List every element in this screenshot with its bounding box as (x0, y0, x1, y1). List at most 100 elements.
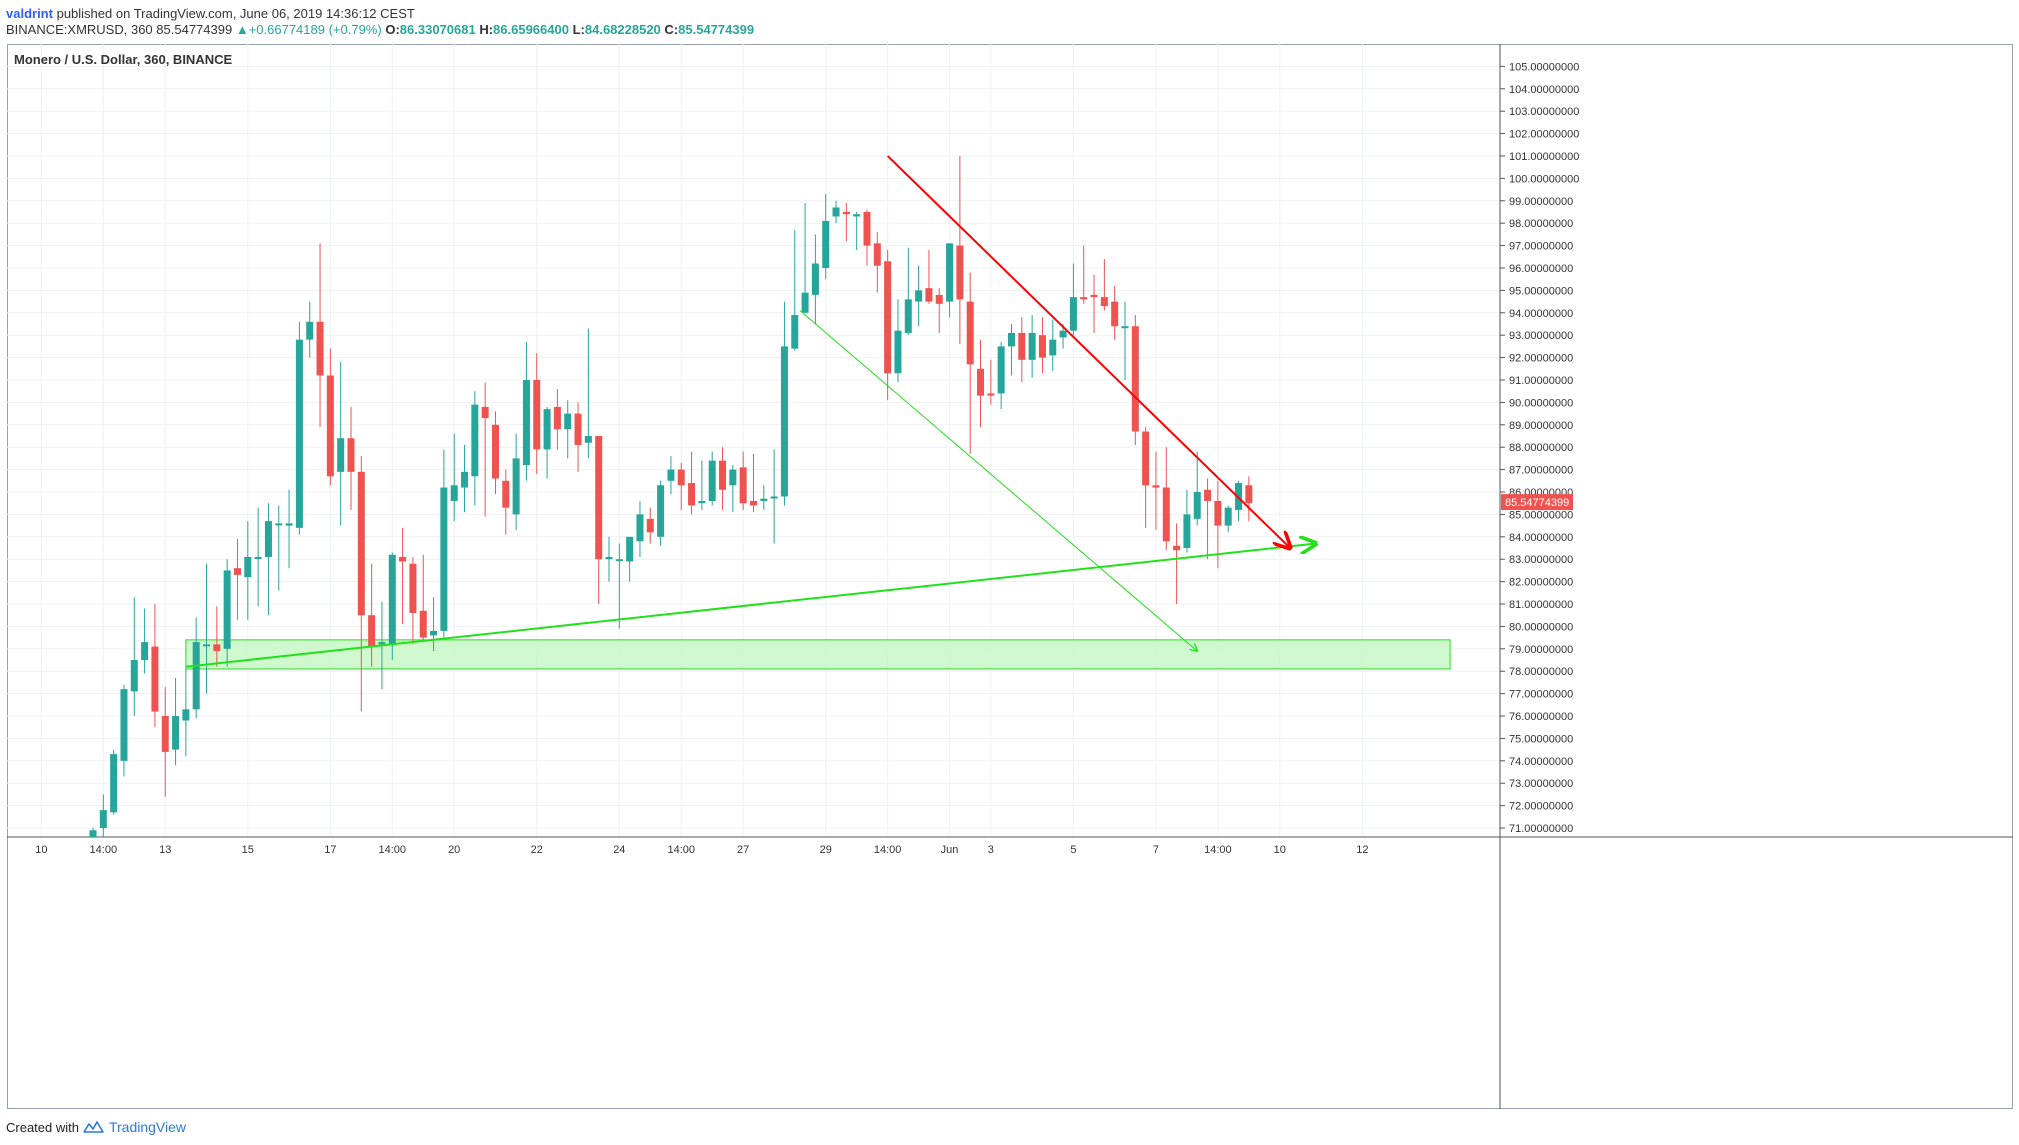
candle-body-down[interactable] (368, 615, 376, 647)
candle-body-up[interactable] (471, 404, 479, 477)
candle-body-down[interactable] (677, 469, 685, 486)
candle-body-up[interactable] (1028, 332, 1036, 360)
candle-body-down[interactable] (1162, 487, 1170, 542)
candle-body-down[interactable] (533, 379, 541, 450)
candle-body-down[interactable] (399, 556, 407, 562)
support-trendline[interactable] (185, 544, 1316, 668)
candle-body-down[interactable] (863, 211, 871, 246)
candle-body-down[interactable] (409, 563, 417, 613)
candle-body-down[interactable] (574, 413, 582, 445)
tradingview-brand[interactable]: TradingView (108, 1119, 187, 1135)
candle-body-down[interactable] (1245, 485, 1253, 504)
candle-body-up[interactable] (832, 207, 840, 217)
candle-body-down[interactable] (419, 610, 427, 638)
candle-body-down[interactable] (1142, 431, 1150, 486)
chart-area[interactable]: 71.00000000 72.00000000 73.00000000 74.0000… (7, 44, 2013, 1109)
candle-body-up[interactable] (512, 458, 520, 515)
candle-body-down[interactable] (151, 646, 159, 712)
candle-body-up[interactable] (450, 485, 458, 501)
candle-body-up[interactable] (894, 330, 902, 374)
candle-body-up[interactable] (275, 523, 283, 526)
candle-body-up[interactable] (522, 379, 530, 466)
candle-body-up[interactable] (172, 716, 180, 750)
candle-body-up[interactable] (182, 709, 190, 721)
candle-body-up[interactable] (254, 556, 262, 559)
candle-body-down[interactable] (1018, 332, 1026, 360)
candle-body-down[interactable] (688, 483, 696, 506)
candle-body-up[interactable] (791, 315, 799, 349)
candle-body-down[interactable] (977, 368, 985, 396)
candle-body-down[interactable] (935, 294, 943, 304)
candle-body-down[interactable] (316, 321, 324, 376)
candle-body-up[interactable] (605, 556, 613, 560)
candle-body-down[interactable] (749, 500, 757, 506)
candle-body-up[interactable] (904, 299, 912, 333)
candle-body-down[interactable] (1090, 294, 1098, 298)
candle-body-up[interactable] (285, 523, 293, 526)
candle-body-up[interactable] (89, 830, 97, 837)
candle-body-up[interactable] (430, 630, 438, 636)
candle-body-down[interactable] (987, 393, 995, 396)
candle-body-down[interactable] (1100, 297, 1108, 307)
candle-body-down[interactable] (956, 245, 964, 300)
candle-body-up[interactable] (853, 214, 861, 217)
candle-body-up[interactable] (110, 754, 118, 813)
candle-body-down[interactable] (213, 644, 221, 652)
candle-body-down[interactable] (925, 288, 933, 302)
candle-body-up[interactable] (636, 514, 644, 542)
candle-body-up[interactable] (801, 292, 809, 313)
candle-body-up[interactable] (729, 469, 737, 486)
candle-body-up[interactable] (1007, 332, 1015, 347)
candle-body-down[interactable] (739, 467, 747, 504)
candle-body-up[interactable] (223, 570, 231, 649)
candle-body-down[interactable] (553, 406, 561, 430)
price-chart[interactable]: 71.00000000 72.00000000 73.00000000 74.0000… (7, 44, 2013, 1109)
candle-body-up[interactable] (564, 413, 572, 430)
resistance-trendline[interactable] (886, 155, 1290, 548)
candle-body-up[interactable] (615, 559, 623, 562)
candle-body-down[interactable] (1111, 301, 1119, 327)
candle-body-up[interactable] (337, 438, 345, 472)
candle-body-up[interactable] (780, 346, 788, 497)
candle-body-down[interactable] (347, 438, 355, 472)
candle-body-up[interactable] (1069, 297, 1077, 331)
candle-body-down[interactable] (502, 480, 510, 508)
candle-body-up[interactable] (388, 554, 396, 645)
candle-body-down[interactable] (1152, 485, 1160, 488)
candle-body-up[interactable] (1224, 507, 1232, 526)
candle-body-down[interactable] (233, 568, 241, 575)
candle-body-down[interactable] (1131, 326, 1139, 432)
candle-body-up[interactable] (378, 642, 386, 645)
candle-body-down[interactable] (357, 471, 365, 616)
candle-body-up[interactable] (657, 485, 665, 537)
candle-body-down[interactable] (873, 243, 881, 266)
candle-body-up[interactable] (584, 436, 592, 443)
candle-body-down[interactable] (842, 211, 850, 215)
candle-body-up[interactable] (626, 536, 634, 562)
author-link[interactable]: valdrint (6, 6, 53, 21)
candle-body-down[interactable] (884, 261, 892, 374)
candle-body-up[interactable] (822, 220, 830, 268)
candle-body-up[interactable] (99, 810, 107, 829)
candle-body-up[interactable] (811, 263, 819, 295)
candle-body-down[interactable] (1038, 335, 1046, 358)
candle-body-down[interactable] (595, 436, 603, 560)
candle-body-up[interactable] (1183, 514, 1191, 549)
candle-body-up[interactable] (440, 487, 448, 631)
candle-body-up[interactable] (1121, 326, 1129, 329)
candle-body-down[interactable] (326, 375, 334, 477)
candle-body-up[interactable] (120, 689, 128, 761)
candle-body-down[interactable] (1080, 297, 1088, 300)
candle-body-down[interactable] (966, 301, 974, 365)
support-zone[interactable] (185, 639, 1451, 670)
candle-body-down[interactable] (646, 518, 654, 533)
candle-body-up[interactable] (1049, 339, 1057, 356)
candle-body-up[interactable] (264, 521, 272, 557)
candle-body-up[interactable] (192, 642, 200, 710)
candle-body-up[interactable] (1193, 492, 1201, 519)
candle-body-down[interactable] (491, 424, 499, 479)
candle-body-up[interactable] (667, 469, 675, 481)
candle-body-down[interactable] (1173, 545, 1181, 551)
candle-body-up[interactable] (760, 498, 768, 501)
candle-body-up[interactable] (543, 409, 551, 450)
